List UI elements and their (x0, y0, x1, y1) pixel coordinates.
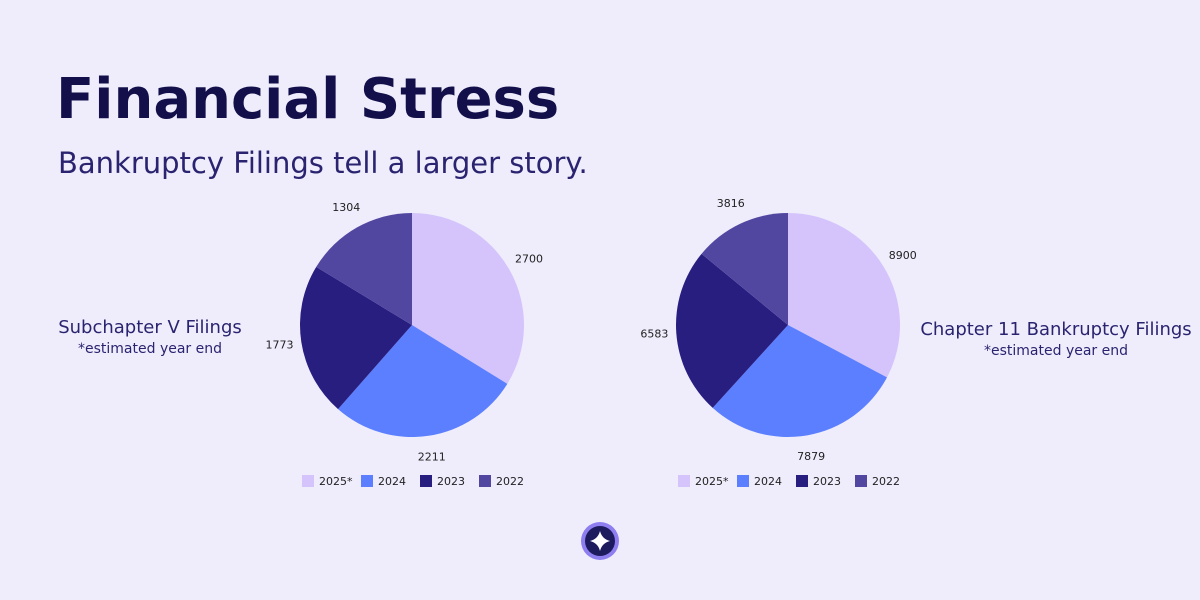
legend-swatch (796, 475, 808, 487)
legend-swatch (855, 475, 867, 487)
chart-subtitle: *estimated year end (78, 341, 222, 357)
legend-label: 2025* (695, 475, 729, 488)
legend-label: 2023 (813, 475, 841, 488)
slice-label: 1304 (332, 201, 360, 214)
pie-slice (316, 213, 412, 325)
pie-slice (412, 213, 524, 384)
chart-title: Chapter 11 Bankruptcy Filings (920, 319, 1191, 340)
subtitle: Bankruptcy Filings tell a larger story. (58, 146, 588, 180)
legend-swatch (420, 475, 432, 487)
legend-swatch (678, 475, 690, 487)
legend-swatch (361, 475, 373, 487)
legend-label: 2023 (437, 475, 465, 488)
slice-label: 2211 (418, 451, 446, 464)
slice-label: 3816 (717, 197, 745, 210)
slice-label: 6583 (640, 328, 668, 341)
pie-slice (300, 266, 412, 410)
legend-label: 2024 (378, 475, 406, 488)
pie-slice (338, 325, 508, 437)
slice-label: 1773 (266, 338, 294, 351)
legend-swatch (737, 475, 749, 487)
legend-swatch (479, 475, 491, 487)
legend-label: 2024 (754, 475, 782, 488)
pie-slice (788, 213, 900, 378)
legend-label: 2022 (496, 475, 524, 488)
chart-title: Subchapter V Filings (58, 317, 242, 338)
slice-label: 2700 (515, 253, 543, 266)
chart-subtitle: *estimated year end (984, 343, 1128, 359)
slice-label: 8900 (889, 249, 917, 262)
legend-label: 2022 (872, 475, 900, 488)
logo (581, 522, 619, 560)
title: Financial Stress (56, 67, 559, 132)
legend-label: 2025* (319, 475, 353, 488)
pie-slice (675, 253, 788, 408)
pie-slice (712, 325, 887, 437)
pie-slice (701, 213, 788, 325)
slice-label: 7879 (797, 450, 825, 463)
legend-swatch (302, 475, 314, 487)
